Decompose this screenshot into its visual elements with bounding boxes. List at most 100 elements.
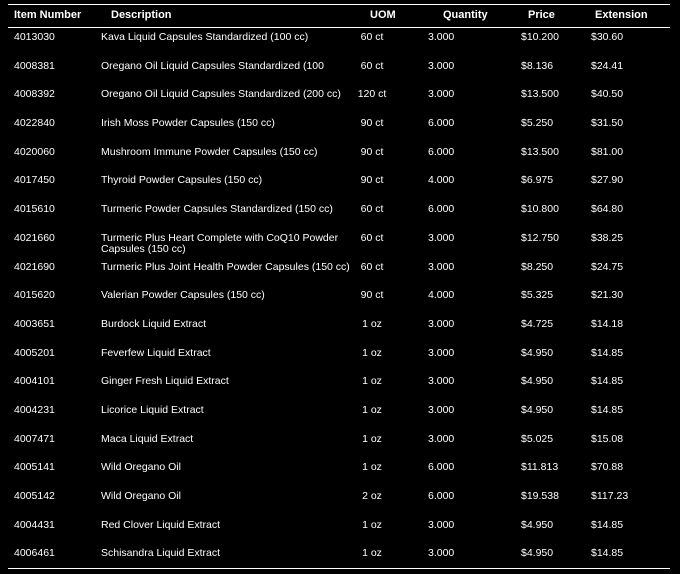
quantity-cell: 3.000	[428, 518, 455, 531]
price-cell: $4.950	[521, 403, 554, 416]
description-cell: Schisandra Liquid Extract	[101, 547, 221, 560]
uom-cell: 1 oz	[362, 403, 382, 416]
description-cell: Turmeric Plus Joint Health Powder Capsul…	[101, 260, 350, 273]
table-row: 4004231 Licorice Liquid Extract 1 oz 3.000 $…	[0, 401, 680, 430]
quantity-cell: 3.000	[428, 375, 455, 388]
header-uom: UOM	[370, 9, 396, 21]
extension-cell: $14.85	[591, 375, 624, 388]
uom-cell: 90 ct	[360, 289, 384, 302]
extension-cell: $14.85	[591, 518, 624, 531]
extension-cell: $31.50	[591, 117, 624, 130]
uom-cell: 1 oz	[362, 518, 382, 531]
quantity-cell: 3.000	[428, 547, 455, 560]
table-row: 4021690 Turmeric Plus Joint Health Powder…	[0, 258, 680, 287]
table-row: 4022840 Irish Moss Powder Capsules (150 c…	[0, 114, 680, 143]
uom-cell: 1 oz	[362, 346, 382, 359]
price-cell: $4.950	[521, 346, 554, 359]
extension-cell: $38.25	[591, 231, 624, 244]
price-cell: $13.500	[521, 88, 559, 101]
description-cell: Oregano Oil Liquid Capsules Standardized…	[101, 59, 324, 72]
price-cell: $8.250	[521, 260, 554, 273]
table-row: 4005141 Wild Oregano Oil 1 oz 6.000 $11.813 $…	[0, 458, 680, 487]
item-number-cell: 4005201	[14, 346, 55, 359]
uom-cell: 60 ct	[360, 31, 384, 43]
price-cell: $10.200	[521, 31, 559, 43]
description-cell: Licorice Liquid Extract	[101, 403, 204, 416]
table-row: 4005142 Wild Oregano Oil 2 oz 6.000 $19.538 $…	[0, 487, 680, 516]
quantity-cell: 3.000	[428, 346, 455, 359]
table-body: 4013030 Kava Liquid Capsules Standardized…	[0, 28, 680, 573]
item-number-cell: 4008392	[14, 88, 55, 101]
uom-cell: 120 ct	[357, 88, 387, 101]
extension-cell: $27.90	[591, 174, 624, 187]
uom-cell: 90 ct	[360, 145, 384, 158]
price-cell: $4.950	[521, 547, 554, 560]
header-quantity: Quantity	[443, 9, 488, 21]
price-cell: $8.136	[521, 59, 554, 72]
description-cell: Burdock Liquid Extract	[101, 317, 207, 330]
header-extension: Extension	[595, 9, 648, 21]
price-cell: $12.750	[521, 231, 559, 244]
description-cell: Feverfew Liquid Extract	[101, 346, 211, 359]
price-cell: $4.950	[521, 375, 554, 388]
quantity-cell: 6.000	[428, 203, 455, 216]
uom-cell: 90 ct	[360, 117, 384, 130]
item-number-cell: 4021690	[14, 260, 55, 273]
quantity-cell: 3.000	[428, 231, 455, 244]
table-row: 4020060 Mushroom Immune Powder Capsules (…	[0, 143, 680, 172]
extension-cell: $21.30	[591, 289, 624, 302]
price-cell: $11.813	[521, 461, 559, 474]
table-row: 4008392 Oregano Oil Liquid Capsules Stand…	[0, 85, 680, 114]
uom-cell: 60 ct	[360, 231, 384, 244]
uom-cell: 60 ct	[360, 203, 384, 216]
price-cell: $5.025	[521, 432, 554, 445]
extension-cell: $15.08	[591, 432, 624, 445]
uom-cell: 90 ct	[360, 174, 384, 187]
uom-cell: 1 oz	[362, 461, 382, 474]
item-number-cell: 4013030	[14, 31, 55, 43]
uom-cell: 1 oz	[362, 375, 382, 388]
extension-cell: $14.85	[591, 346, 624, 359]
quantity-cell: 3.000	[428, 317, 455, 330]
table-row: 4007471 Maca Liquid Extract 1 oz 3.000 $5.02…	[0, 430, 680, 459]
item-number-cell: 4007471	[14, 432, 55, 445]
quantity-cell: 6.000	[428, 461, 455, 474]
extension-cell: $14.85	[591, 547, 624, 560]
description-cell: Thyroid Powder Capsules (150 cc)	[101, 174, 263, 187]
extension-cell: $81.00	[591, 145, 624, 158]
description-cell: Ginger Fresh Liquid Extract	[101, 375, 229, 388]
uom-cell: 1 oz	[362, 547, 382, 560]
description-cell: Red Clover Liquid Extract	[101, 518, 221, 531]
header-rule	[8, 27, 670, 28]
price-cell: $4.950	[521, 518, 554, 531]
price-cell: $13.500	[521, 145, 559, 158]
description-cell: Turmeric Plus Heart Complete with CoQ10 …	[101, 231, 339, 256]
extension-cell: $14.85	[591, 403, 624, 416]
description-cell: Oregano Oil Liquid Capsules Standardized…	[101, 88, 341, 101]
item-number-cell: 4021660	[14, 231, 55, 244]
table-row: 4004101 Ginger Fresh Liquid Extract 1 oz 3.…	[0, 372, 680, 401]
uom-cell: 1 oz	[362, 317, 382, 330]
table-row: 4006461 Schisandra Liquid Extract 1 oz 3.00…	[0, 544, 680, 573]
price-cell: $19.538	[521, 490, 559, 502]
price-cell: $5.250	[521, 117, 554, 130]
uom-cell: 60 ct	[360, 260, 384, 273]
item-number-cell: 4015620	[14, 289, 55, 302]
header-price: Price	[528, 9, 555, 21]
item-number-cell: 4004101	[14, 375, 55, 388]
header-item-number: Item Number	[14, 9, 82, 21]
quantity-cell: 6.000	[428, 490, 455, 502]
quantity-cell: 4.000	[428, 289, 455, 302]
extension-cell: $24.75	[591, 260, 624, 273]
table-row: 4015620 Valerian Powder Capsules (150 cc)…	[0, 286, 680, 315]
description-cell: Maca Liquid Extract	[101, 432, 194, 445]
quantity-cell: 3.000	[428, 432, 455, 445]
description-cell: Mushroom Immune Powder Capsules (150 cc)	[101, 145, 318, 158]
extension-cell: $117.23	[591, 490, 629, 502]
price-cell: $6.975	[521, 174, 554, 187]
header-description: Description	[111, 9, 172, 21]
item-number-cell: 4003651	[14, 317, 55, 330]
quantity-cell: 3.000	[428, 403, 455, 416]
description-cell: Irish Moss Powder Capsules (150 cc)	[101, 117, 275, 130]
